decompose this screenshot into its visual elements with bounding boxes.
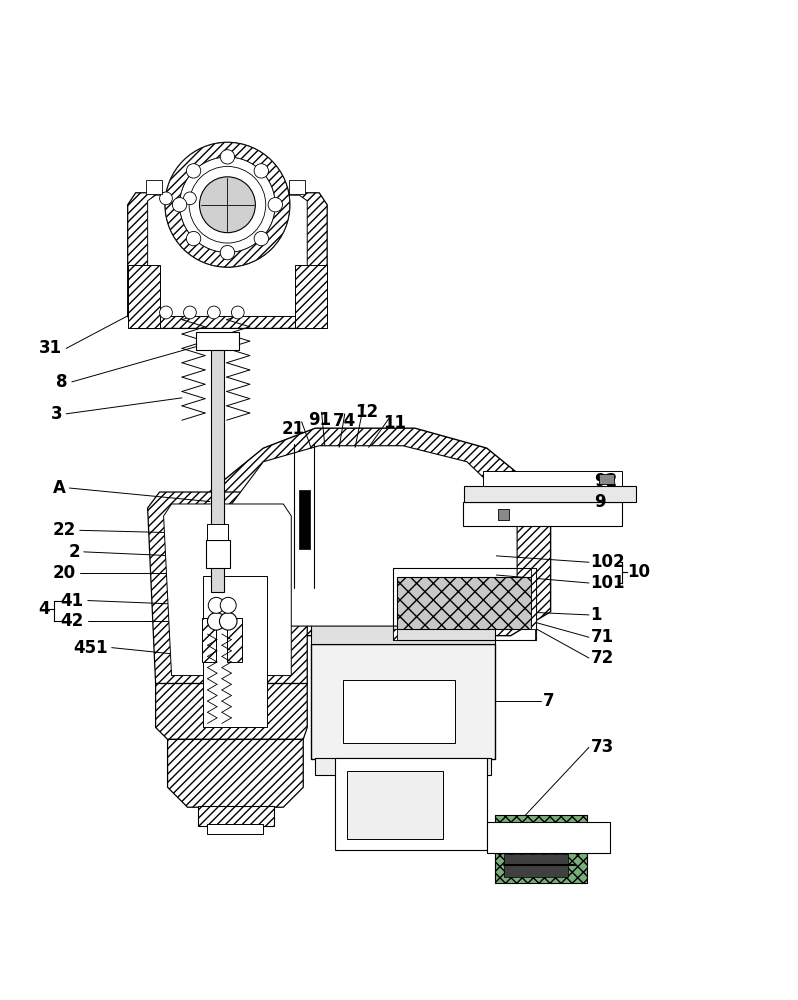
Bar xyxy=(202,618,216,662)
Bar xyxy=(463,502,622,526)
Polygon shape xyxy=(531,568,536,640)
Bar xyxy=(311,644,495,759)
Text: 22: 22 xyxy=(53,521,76,539)
Bar xyxy=(343,680,455,743)
Bar xyxy=(397,577,531,629)
Text: 92: 92 xyxy=(595,472,618,490)
Bar xyxy=(483,471,622,486)
Text: 91: 91 xyxy=(308,411,330,429)
Polygon shape xyxy=(200,428,551,636)
Circle shape xyxy=(220,245,235,260)
Bar xyxy=(128,265,160,328)
Circle shape xyxy=(172,198,187,212)
Polygon shape xyxy=(393,629,397,640)
Bar xyxy=(315,758,491,775)
Text: 74: 74 xyxy=(333,412,357,430)
Bar xyxy=(211,344,224,592)
Bar xyxy=(295,265,327,328)
Circle shape xyxy=(207,613,225,630)
Text: 3: 3 xyxy=(50,405,62,423)
Circle shape xyxy=(187,231,201,246)
Text: 12: 12 xyxy=(356,403,378,421)
Polygon shape xyxy=(168,739,303,807)
Circle shape xyxy=(220,597,236,613)
Text: 2: 2 xyxy=(68,543,80,561)
Text: 7: 7 xyxy=(543,692,555,710)
Circle shape xyxy=(231,192,244,205)
Bar xyxy=(299,490,310,549)
Text: 451: 451 xyxy=(73,639,108,657)
Wedge shape xyxy=(165,142,290,267)
Polygon shape xyxy=(148,492,307,684)
Circle shape xyxy=(184,306,196,319)
Circle shape xyxy=(220,150,235,164)
Bar xyxy=(196,199,239,217)
Circle shape xyxy=(208,597,224,613)
Circle shape xyxy=(207,306,220,319)
Text: 8: 8 xyxy=(57,373,68,391)
Bar xyxy=(289,180,305,194)
Bar xyxy=(203,576,267,727)
Text: 41: 41 xyxy=(61,592,84,610)
Circle shape xyxy=(160,192,172,205)
Text: 42: 42 xyxy=(61,612,84,630)
Text: 20: 20 xyxy=(53,564,76,582)
Text: 11: 11 xyxy=(384,414,406,432)
Circle shape xyxy=(184,192,196,205)
Polygon shape xyxy=(164,504,291,676)
Circle shape xyxy=(207,192,220,205)
Text: 72: 72 xyxy=(591,649,614,667)
Polygon shape xyxy=(148,195,307,316)
Polygon shape xyxy=(156,684,307,739)
Bar xyxy=(498,509,509,520)
Text: 9: 9 xyxy=(595,493,606,511)
Bar xyxy=(464,486,636,502)
Bar xyxy=(347,771,443,839)
Circle shape xyxy=(254,164,268,178)
Bar xyxy=(598,474,614,484)
Bar xyxy=(207,824,263,834)
Circle shape xyxy=(200,177,255,233)
Bar xyxy=(146,180,162,194)
Bar xyxy=(393,568,536,640)
Bar xyxy=(198,806,274,826)
Bar xyxy=(335,758,487,850)
Bar xyxy=(227,618,242,662)
Bar xyxy=(311,624,495,644)
Text: 101: 101 xyxy=(591,574,625,592)
Bar xyxy=(207,524,228,540)
Text: 4: 4 xyxy=(38,600,49,618)
Text: 31: 31 xyxy=(39,339,62,357)
Circle shape xyxy=(268,198,282,212)
Text: 21: 21 xyxy=(282,420,305,438)
Circle shape xyxy=(219,613,237,630)
Circle shape xyxy=(160,306,172,319)
Text: 102: 102 xyxy=(591,553,625,571)
Text: 10: 10 xyxy=(627,563,650,581)
Polygon shape xyxy=(128,193,327,328)
Polygon shape xyxy=(227,446,517,626)
Circle shape xyxy=(231,306,244,319)
Bar xyxy=(504,854,568,877)
Bar xyxy=(487,822,610,853)
Text: 73: 73 xyxy=(591,738,614,756)
Circle shape xyxy=(187,164,201,178)
Circle shape xyxy=(180,157,275,253)
Circle shape xyxy=(254,231,268,246)
Text: 71: 71 xyxy=(591,628,614,646)
Text: A: A xyxy=(53,479,65,497)
Bar xyxy=(495,815,587,883)
Bar xyxy=(206,540,230,568)
Text: 1: 1 xyxy=(591,606,602,624)
Bar xyxy=(196,332,239,350)
